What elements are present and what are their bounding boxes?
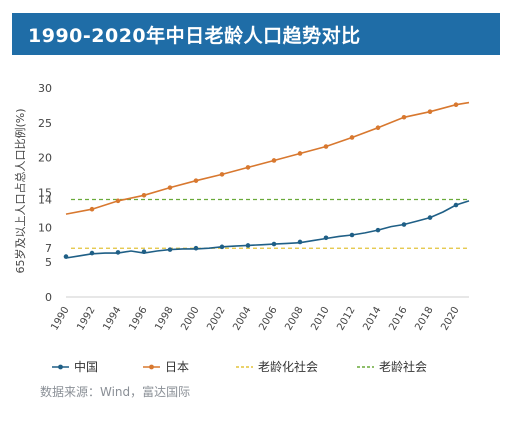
- data-point: [245, 243, 251, 248]
- x-tick-label: 1990: [49, 305, 71, 333]
- data-point: [89, 206, 95, 212]
- x-axis: 1990 1992 1994 1996 1998 2000 2002 2004 2006 2008…: [49, 296, 469, 333]
- legend: 中国 日本 老龄化社会 老龄社会: [52, 359, 427, 374]
- y-axis-label: 65岁及以上人口占总人口比例(%): [13, 108, 27, 273]
- data-point: [63, 254, 69, 259]
- data-point: [271, 241, 277, 247]
- data-point: [219, 244, 225, 250]
- series-line: [65, 101, 470, 215]
- data-point: [453, 102, 459, 108]
- data-point: [323, 144, 329, 149]
- x-tick-label: 2010: [309, 305, 331, 333]
- series-layer: [63, 101, 470, 259]
- data-point: [375, 227, 381, 233]
- y-tick-label: 7: [45, 242, 52, 255]
- data-point: [427, 109, 433, 114]
- y-tick-label: 25: [38, 117, 52, 130]
- data-point: [271, 158, 277, 163]
- legend-label: 老龄社会: [379, 359, 427, 374]
- legend-marker: [58, 364, 63, 370]
- x-tick-label: 2014: [361, 305, 383, 333]
- y-tick-label: 10: [38, 221, 52, 234]
- x-tick-label: 2006: [257, 305, 279, 333]
- data-point: [453, 202, 459, 208]
- data-point: [141, 249, 147, 255]
- legend-label: 日本: [165, 360, 189, 374]
- reference-lines: [71, 198, 469, 249]
- x-tick-label: 2016: [387, 305, 409, 333]
- title-bar: 1990-2020年中日老龄人口趋势对比: [12, 13, 500, 55]
- y-tick-label: 30: [38, 82, 52, 95]
- data-point: [219, 172, 225, 177]
- x-tick-label: 2002: [205, 305, 227, 333]
- data-point: [401, 114, 407, 120]
- data-point: [349, 135, 355, 140]
- x-tick-label: 2008: [283, 305, 305, 333]
- y-tick-label: 5: [45, 256, 52, 269]
- data-point: [115, 198, 121, 204]
- data-point: [245, 165, 251, 170]
- y-tick-label: 15: [38, 187, 52, 200]
- data-point: [193, 245, 199, 251]
- y-axis-label-group: 65岁及以上人口占总人口比例(%): [13, 108, 27, 273]
- data-point: [323, 235, 329, 241]
- series-line: [65, 200, 470, 259]
- data-point: [193, 178, 199, 183]
- x-tick-label: 2000: [179, 305, 201, 333]
- x-tick-label: 2012: [335, 305, 357, 333]
- x-tick-label: 1998: [153, 305, 175, 333]
- source-note: 数据来源：Wind，富达国际: [40, 385, 191, 399]
- data-point: [349, 232, 355, 238]
- data-point: [297, 239, 303, 245]
- chart-title: 1990-2020年中日老龄人口趋势对比: [28, 25, 361, 47]
- x-tick-label: 2020: [439, 305, 461, 333]
- legend-marker: [149, 364, 154, 370]
- x-tick-label: 1996: [127, 305, 149, 333]
- x-tick-label: 1994: [101, 305, 123, 333]
- data-point: [89, 250, 95, 256]
- y-tick-label: 0: [45, 291, 52, 304]
- data-point: [427, 215, 433, 220]
- legend-label: 中国: [74, 359, 98, 374]
- data-point: [375, 125, 381, 131]
- x-tick-label: 2004: [231, 305, 253, 333]
- x-tick-label: 1992: [75, 305, 97, 333]
- data-point: [401, 222, 407, 227]
- data-point: [115, 250, 121, 255]
- data-point: [167, 185, 173, 190]
- data-point: [141, 192, 147, 198]
- legend-label: 老龄化社会: [258, 359, 318, 374]
- x-tick-label: 2018: [413, 305, 435, 333]
- y-tick-label: 14: [38, 193, 52, 206]
- data-point: [297, 151, 303, 156]
- y-tick-label: 20: [38, 152, 52, 165]
- data-point: [167, 247, 173, 252]
